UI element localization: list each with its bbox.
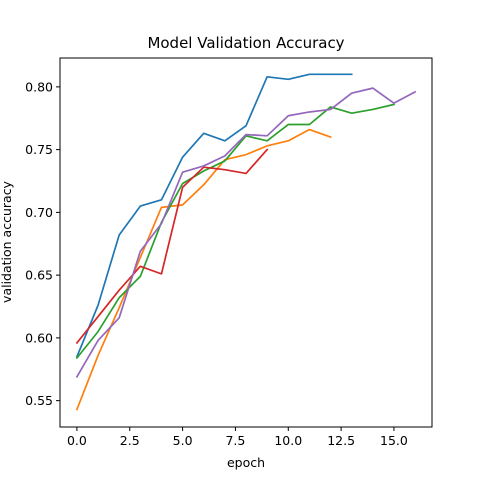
series-line-2	[75, 128, 332, 411]
y-tick-label: 0.75	[25, 142, 53, 157]
x-axis-ticks: 0.0 2.5 5.0 7.5 10.0 12.5 15.0	[67, 427, 408, 448]
y-tick-label: 0.80	[25, 79, 53, 94]
y-tick-label: 0.70	[25, 205, 53, 220]
y-tick-label: 0.60	[25, 330, 53, 345]
y-axis-label: validation accuracy	[0, 180, 14, 303]
series-layer	[75, 73, 417, 411]
x-axis-label: epoch	[227, 455, 265, 470]
series-line-4	[75, 148, 269, 345]
series-line-5	[75, 87, 417, 378]
x-tick-label: 5.0	[173, 433, 193, 448]
x-tick-label: 0.0	[67, 433, 87, 448]
y-tick-label: 0.65	[25, 268, 53, 283]
y-axis-ticks: 0.55 0.60 0.65 0.70 0.75 0.80	[25, 79, 60, 408]
series-line-1	[75, 73, 353, 358]
x-tick-label: 12.5	[327, 433, 355, 448]
y-tick-label: 0.55	[25, 393, 53, 408]
x-tick-label: 7.5	[225, 433, 245, 448]
x-tick-label: 10.0	[274, 433, 302, 448]
x-tick-label: 15.0	[380, 433, 408, 448]
chart-title: Model Validation Accuracy	[147, 34, 344, 52]
plot-frame	[59, 57, 433, 428]
x-tick-label: 2.5	[120, 433, 140, 448]
